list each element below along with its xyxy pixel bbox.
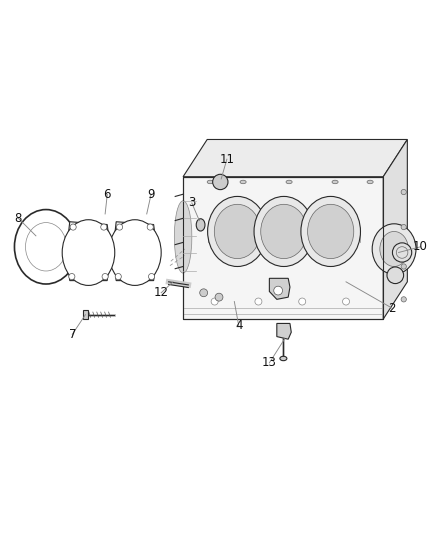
Ellipse shape bbox=[115, 273, 121, 280]
Text: 10: 10 bbox=[413, 240, 428, 253]
Text: 7: 7 bbox=[68, 328, 76, 341]
Text: 2: 2 bbox=[388, 302, 396, 314]
Ellipse shape bbox=[401, 224, 406, 230]
Ellipse shape bbox=[200, 289, 208, 297]
Ellipse shape bbox=[372, 224, 416, 274]
Ellipse shape bbox=[117, 224, 123, 230]
Ellipse shape bbox=[208, 197, 267, 266]
Polygon shape bbox=[269, 278, 290, 300]
Ellipse shape bbox=[211, 298, 218, 305]
Ellipse shape bbox=[307, 204, 354, 259]
Ellipse shape bbox=[174, 201, 192, 273]
Ellipse shape bbox=[280, 356, 287, 361]
Ellipse shape bbox=[261, 204, 307, 259]
Text: 8: 8 bbox=[15, 212, 22, 225]
Ellipse shape bbox=[367, 180, 373, 184]
Ellipse shape bbox=[215, 293, 223, 301]
Polygon shape bbox=[183, 177, 383, 319]
Ellipse shape bbox=[332, 180, 338, 184]
Circle shape bbox=[274, 286, 283, 295]
Ellipse shape bbox=[380, 231, 408, 266]
Ellipse shape bbox=[147, 224, 153, 230]
Polygon shape bbox=[67, 222, 110, 280]
Ellipse shape bbox=[207, 180, 213, 184]
Polygon shape bbox=[277, 324, 291, 339]
Polygon shape bbox=[114, 222, 156, 280]
Ellipse shape bbox=[301, 197, 360, 266]
Text: 3: 3 bbox=[188, 197, 195, 209]
Ellipse shape bbox=[148, 273, 155, 280]
Polygon shape bbox=[183, 140, 407, 177]
Text: 6: 6 bbox=[103, 188, 111, 201]
Ellipse shape bbox=[102, 273, 108, 280]
Text: 11: 11 bbox=[219, 152, 234, 166]
Ellipse shape bbox=[299, 298, 306, 305]
Ellipse shape bbox=[286, 180, 292, 184]
Ellipse shape bbox=[254, 197, 314, 266]
Ellipse shape bbox=[70, 224, 76, 230]
Ellipse shape bbox=[196, 219, 205, 231]
Text: 13: 13 bbox=[262, 357, 277, 369]
Ellipse shape bbox=[240, 180, 246, 184]
Ellipse shape bbox=[401, 297, 406, 302]
Text: 12: 12 bbox=[154, 286, 169, 300]
Ellipse shape bbox=[109, 220, 161, 286]
Ellipse shape bbox=[401, 264, 406, 269]
Ellipse shape bbox=[255, 298, 262, 305]
Ellipse shape bbox=[387, 267, 403, 284]
Circle shape bbox=[392, 243, 412, 262]
Ellipse shape bbox=[62, 220, 115, 286]
Ellipse shape bbox=[214, 204, 261, 259]
Polygon shape bbox=[83, 310, 88, 319]
Ellipse shape bbox=[69, 273, 75, 280]
Ellipse shape bbox=[213, 174, 228, 190]
Text: 4: 4 bbox=[235, 319, 243, 332]
Ellipse shape bbox=[343, 298, 350, 305]
Text: 9: 9 bbox=[147, 188, 155, 201]
Ellipse shape bbox=[401, 189, 406, 195]
Polygon shape bbox=[383, 140, 407, 319]
Ellipse shape bbox=[101, 224, 107, 230]
